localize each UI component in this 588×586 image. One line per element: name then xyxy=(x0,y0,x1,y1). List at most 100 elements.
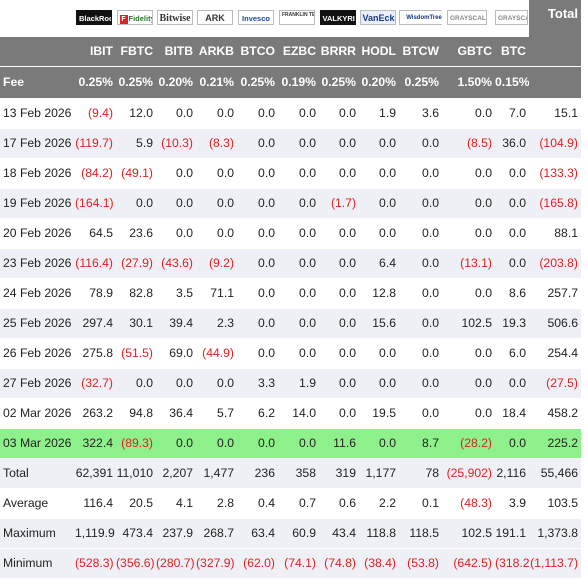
summary-cell: (642.5) xyxy=(442,548,495,579)
flow-cell: 8.6 xyxy=(495,278,529,309)
flow-cell: 0.0 xyxy=(399,398,442,429)
summary-cell: (327.9) xyxy=(196,548,237,579)
fee-ezbc: 0.19% xyxy=(278,66,319,99)
summary-cell: (48.3) xyxy=(442,488,495,519)
summary-total: (1,113.7) xyxy=(529,548,581,579)
flow-cell: 3.3 xyxy=(237,368,278,399)
flow-cell: 78.9 xyxy=(75,278,116,309)
summary-cell: 4.1 xyxy=(156,488,196,519)
row-total: 225.2 xyxy=(529,428,581,459)
summary-cell: 60.9 xyxy=(278,518,319,549)
flow-cell: 23.6 xyxy=(116,218,156,249)
flow-cell: 8.7 xyxy=(399,428,442,459)
flow-cell: 0.0 xyxy=(156,158,196,189)
fee-arkb: 0.21% xyxy=(196,66,237,99)
summary-label: Minimum xyxy=(0,548,75,579)
flow-cell: 0.0 xyxy=(442,218,495,249)
table-row: 24 Feb 2026 78.9 82.8 3.5 71.1 0.0 0.0 0.0 12.8 0… xyxy=(0,278,581,309)
row-date: 24 Feb 2026 xyxy=(0,278,75,309)
flow-cell: 36.0 xyxy=(495,128,529,159)
flow-cell: (44.9) xyxy=(196,338,237,369)
row-date: 03 Mar 2026 xyxy=(0,428,75,459)
flow-cell: 0.0 xyxy=(319,98,359,129)
corner-cell xyxy=(0,0,75,37)
flow-cell: 0.0 xyxy=(399,308,442,339)
flow-cell: 0.0 xyxy=(442,398,495,429)
summary-cell: (25,902) xyxy=(442,458,495,489)
flow-cell: 0.0 xyxy=(319,248,359,279)
vaneck-logo: VanEck xyxy=(359,10,396,26)
row-total: 254.4 xyxy=(529,338,581,369)
summary-row: Minimum (528.3) (356.6) (280.7) (327.9) (62.0… xyxy=(0,548,581,579)
flow-cell: 69.0 xyxy=(156,338,196,369)
flow-cell: 0.0 xyxy=(359,338,399,369)
summary-cell: 78 xyxy=(399,458,442,489)
flow-cell: 0.0 xyxy=(156,368,196,399)
table-row: 13 Feb 2026 (9.4) 12.0 0.0 0.0 0.0 0.0 0.0 1.9 3.… xyxy=(0,98,581,129)
blackrock-logo: BlackRock xyxy=(76,10,112,26)
flow-cell: 0.0 xyxy=(442,368,495,399)
flow-cell: (51.5) xyxy=(116,338,156,369)
summary-total: 103.5 xyxy=(529,488,581,519)
daily-flows: 13 Feb 2026 (9.4) 12.0 0.0 0.0 0.0 0.0 0.0 1.9 3.… xyxy=(0,98,581,459)
ticker-fbtc: FBTC xyxy=(116,36,156,67)
summary-row: Total 62,391 11,010 2,207 1,477 236 358 319 1,17… xyxy=(0,458,581,489)
flow-cell: 0.0 xyxy=(319,338,359,369)
flow-cell: 0.0 xyxy=(399,158,442,189)
table-row: 27 Feb 2026 (32.7) 0.0 0.0 0.0 3.3 1.9 0.0 0.0 0.… xyxy=(0,368,581,399)
wisdomtree-logo: WisdomTree xyxy=(399,10,442,26)
flow-cell: (89.3) xyxy=(116,428,156,459)
flow-cell: 0.0 xyxy=(196,428,237,459)
flow-cell: 7.0 xyxy=(495,98,529,129)
flow-cell: (116.4) xyxy=(75,248,116,279)
table-row: 26 Feb 2026 275.8 (51.5) 69.0 (44.9) 0.0 0.0 0.… xyxy=(0,338,581,369)
ticker-brrr: BRRR xyxy=(319,36,359,67)
ticker-gbtc: GBTC xyxy=(442,36,495,67)
flow-cell: (9.4) xyxy=(75,98,116,129)
row-date: 18 Feb 2026 xyxy=(0,158,75,189)
summary-label: Maximum xyxy=(0,518,75,549)
summary-cell: (318.2) xyxy=(495,548,529,579)
table-row: 25 Feb 2026 297.4 30.1 39.4 2.3 0.0 0.0 0.0 15.6… xyxy=(0,308,581,339)
row-date: 13 Feb 2026 xyxy=(0,98,75,129)
summary-row: Average 116.4 20.5 4.1 2.8 0.4 0.7 0.6 2.2 0.1 (48… xyxy=(0,488,581,519)
ark-logo: ARK xyxy=(197,10,233,26)
flow-cell: 0.0 xyxy=(319,158,359,189)
flow-cell: 0.0 xyxy=(156,98,196,129)
ticker-corner xyxy=(0,36,75,67)
summary-cell: 62,391 xyxy=(75,458,116,489)
summary-cell: 236 xyxy=(237,458,278,489)
summary-cell: 0.4 xyxy=(237,488,278,519)
table-row: 02 Mar 2026 263.2 94.8 36.4 5.7 6.2 14.0 0.0 19.… xyxy=(0,398,581,429)
summary-rows: Total 62,391 11,010 2,207 1,477 236 358 319 1,17… xyxy=(0,458,581,579)
summary-cell: 358 xyxy=(278,458,319,489)
flow-cell: 0.0 xyxy=(278,188,319,219)
flow-cell: (28.2) xyxy=(442,428,495,459)
flow-cell: 0.0 xyxy=(278,128,319,159)
flow-cell: 0.0 xyxy=(495,158,529,189)
flow-cell: 0.0 xyxy=(359,428,399,459)
flow-cell: 0.0 xyxy=(196,158,237,189)
flow-cell: 71.1 xyxy=(196,278,237,309)
summary-cell: 118.5 xyxy=(399,518,442,549)
flow-cell: 0.0 xyxy=(495,188,529,219)
flow-cell: (10.3) xyxy=(156,128,196,159)
flow-cell: 275.8 xyxy=(75,338,116,369)
fee-brrr: 0.25% xyxy=(319,66,359,99)
flow-cell: (119.7) xyxy=(75,128,116,159)
flow-cell: 0.0 xyxy=(196,188,237,219)
flow-cell: 12.0 xyxy=(116,98,156,129)
flow-cell: 0.0 xyxy=(278,278,319,309)
flow-cell: 0.0 xyxy=(116,188,156,219)
ticker-row: IBIT FBTC BITB ARKB BTCO EZBC BRRR HODL … xyxy=(0,36,581,67)
row-date: 26 Feb 2026 xyxy=(0,338,75,369)
flow-cell: 5.9 xyxy=(116,128,156,159)
ticker-hodl: HODL xyxy=(359,36,399,67)
flow-cell: 0.0 xyxy=(156,188,196,219)
table-row: 20 Feb 2026 64.5 23.6 0.0 0.0 0.0 0.0 0.0 0.0 0.0… xyxy=(0,218,581,249)
flow-cell: 0.0 xyxy=(237,428,278,459)
flow-cell: 0.0 xyxy=(442,158,495,189)
row-total: 15.1 xyxy=(529,98,581,129)
flow-cell: 0.0 xyxy=(237,338,278,369)
